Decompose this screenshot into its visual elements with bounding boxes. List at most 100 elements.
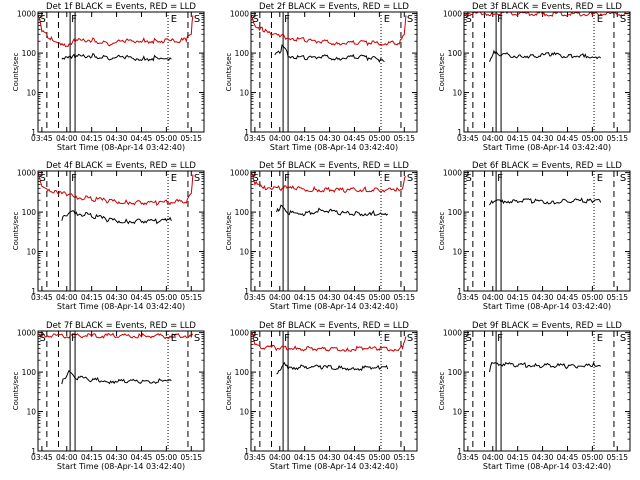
marker-label-e: E — [597, 173, 603, 184]
x-tick-label: 05:00 — [156, 293, 178, 302]
x-tick-label: 05:15 — [180, 293, 202, 302]
y-tick-label: 1000 — [17, 329, 36, 338]
x-axis-label: Start Time (08-Apr-14 03:42:40) — [57, 462, 185, 471]
x-tick-label: 04:15 — [294, 293, 316, 302]
x-tick-label: 04:30 — [532, 134, 554, 143]
marker-label-f: F — [497, 333, 503, 344]
panel-title: Det 1f BLACK = Events, RED = LLD — [46, 2, 196, 12]
y-tick-label: 1 — [244, 447, 249, 456]
x-tick-label: 05:00 — [582, 134, 604, 143]
panel-title: Det 6f BLACK = Events, RED = LLD — [472, 161, 622, 171]
marker-label-e: E — [171, 14, 177, 25]
x-tick-label: 05:00 — [156, 134, 178, 143]
y-axis-label: Counts/sec — [225, 53, 233, 92]
y-axis-label: Counts/sec — [225, 372, 233, 411]
panel-title: Det 7f BLACK = Events, RED = LLD — [46, 321, 196, 331]
marker-label-e: E — [171, 173, 177, 184]
x-tick-label: 04:00 — [269, 453, 291, 462]
y-tick-label: 10 — [239, 89, 249, 98]
x-tick-label: 04:30 — [319, 453, 341, 462]
marker-label-s: S — [407, 14, 413, 25]
x-tick-label: 05:00 — [582, 293, 604, 302]
y-tick-label: 1 — [457, 128, 462, 137]
x-tick-label: 05:00 — [582, 453, 604, 462]
x-tick-label: 04:30 — [532, 453, 554, 462]
x-tick-label: 03:45 — [244, 453, 266, 462]
x-tick-label: 04:00 — [269, 293, 291, 302]
x-tick-label: 04:15 — [294, 453, 316, 462]
marker-label-s: S — [407, 333, 413, 344]
panel-title: Det 5f BLACK = Events, RED = LLD — [259, 161, 409, 171]
plot-frame — [463, 330, 631, 452]
y-tick-label: 10 — [239, 248, 249, 257]
detector-panel-8: Det 8f BLACK = Events, RED = LLD 1 10 100 10… — [225, 321, 418, 471]
x-tick-label: 05:15 — [180, 134, 202, 143]
x-tick-label: 05:00 — [369, 453, 391, 462]
x-tick-label: 03:45 — [244, 134, 266, 143]
x-tick-label: 05:15 — [606, 134, 628, 143]
x-tick-label: 03:45 — [31, 293, 53, 302]
x-tick-label: 04:45 — [131, 134, 153, 143]
x-tick-label: 05:00 — [369, 134, 391, 143]
marker-label-f: F — [497, 14, 503, 25]
x-axis-label: Start Time (08-Apr-14 03:42:40) — [270, 143, 398, 152]
detector-panel-9: Det 9f BLACK = Events, RED = LLD 1 10 100 10… — [438, 321, 631, 471]
marker-label-f: F — [71, 333, 77, 344]
detector-panel-3: Det 3f BLACK = Events, RED = LLD 1 10 100 10… — [438, 2, 631, 152]
y-tick-label: 100 — [235, 49, 250, 58]
detector-panel-1: Det 1f BLACK = Events, RED = LLD 1 10 100 10… — [12, 2, 205, 152]
x-axis-label: Start Time (08-Apr-14 03:42:40) — [57, 302, 185, 311]
y-axis-label: Counts/sec — [225, 212, 233, 251]
marker-label-s: S — [40, 173, 46, 184]
x-tick-label: 05:00 — [369, 293, 391, 302]
y-tick-label: 1000 — [443, 169, 462, 178]
marker-label-s: S — [620, 333, 626, 344]
plot-frame — [250, 170, 418, 292]
detector-panel-4: Det 4f BLACK = Events, RED = LLD 1 10 100 10… — [12, 161, 205, 311]
x-axis-label: Start Time (08-Apr-14 03:42:40) — [483, 462, 611, 471]
y-tick-label: 1000 — [17, 169, 36, 178]
marker-label-s: S — [620, 173, 626, 184]
y-tick-label: 10 — [452, 408, 462, 417]
series-events — [274, 44, 385, 63]
y-tick-label: 100 — [235, 208, 250, 217]
x-tick-label: 05:15 — [393, 293, 415, 302]
x-tick-label: 04:45 — [557, 453, 579, 462]
marker-label-e: E — [384, 173, 390, 184]
y-tick-label: 10 — [452, 89, 462, 98]
y-tick-label: 100 — [448, 368, 463, 377]
y-tick-label: 1 — [244, 128, 249, 137]
marker-label-f: F — [497, 173, 503, 184]
y-tick-label: 1 — [31, 447, 36, 456]
x-axis-label: Start Time (08-Apr-14 03:42:40) — [270, 462, 398, 471]
x-axis-label: Start Time (08-Apr-14 03:42:40) — [483, 302, 611, 311]
x-tick-label: 04:15 — [81, 134, 103, 143]
marker-label-s: S — [40, 14, 46, 25]
marker-label-f: F — [71, 173, 77, 184]
y-tick-label: 1 — [244, 287, 249, 296]
series-lld — [464, 12, 630, 17]
x-tick-label: 04:45 — [131, 293, 153, 302]
y-tick-label: 1000 — [17, 10, 36, 19]
x-tick-label: 04:45 — [344, 134, 366, 143]
series-lld — [38, 15, 194, 48]
marker-label-f: F — [284, 14, 290, 25]
plot-frame — [250, 11, 418, 133]
x-axis-label: Start Time (08-Apr-14 03:42:40) — [270, 302, 398, 311]
x-tick-label: 05:15 — [393, 453, 415, 462]
marker-label-s: S — [466, 173, 472, 184]
y-tick-label: 1000 — [230, 10, 249, 19]
x-tick-label: 04:45 — [557, 293, 579, 302]
detector-panel-6: Det 6f BLACK = Events, RED = LLD 1 10 100 10… — [438, 161, 631, 311]
x-tick-label: 04:30 — [319, 293, 341, 302]
panel-title: Det 9f BLACK = Events, RED = LLD — [472, 321, 622, 331]
y-tick-label: 100 — [235, 368, 250, 377]
y-axis-label: Counts/sec — [12, 372, 20, 411]
x-tick-label: 04:30 — [319, 134, 341, 143]
detector-panel-5: Det 5f BLACK = Events, RED = LLD 1 10 100 10… — [225, 161, 418, 311]
plot-frame — [37, 170, 205, 292]
marker-label-f: F — [284, 173, 290, 184]
series-events — [61, 52, 172, 62]
marker-label-e: E — [597, 333, 603, 344]
x-tick-label: 04:45 — [557, 134, 579, 143]
